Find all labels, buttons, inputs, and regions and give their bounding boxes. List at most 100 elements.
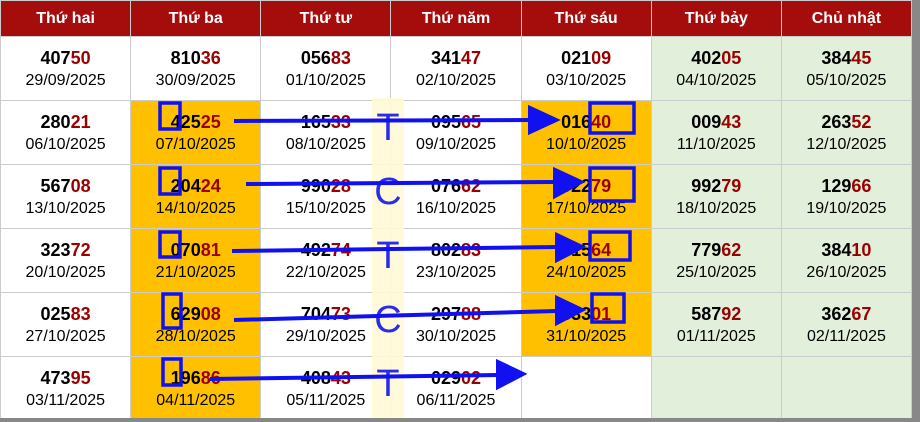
number-head: 025 (40, 303, 71, 324)
number-tail: 83 (330, 47, 351, 68)
number-head: 629 (170, 303, 201, 324)
table-row: 4739503/11/20251968604/11/20254084305/11… (0, 356, 913, 421)
result-cell: 38445 05/10/2025 (780, 36, 913, 101)
result-date: 22/10/2025 (285, 263, 366, 281)
number-tail: 83 (70, 303, 91, 324)
arrow (209, 373, 499, 381)
number-head: 425 (170, 111, 201, 132)
result-date: 06/11/2025 (416, 391, 496, 409)
arrow (245, 180, 556, 186)
number-tail: 24 (200, 175, 221, 196)
result-cell: 2978830/10/2025 (390, 292, 522, 357)
number-tail: 43 (721, 111, 742, 132)
arrow (233, 309, 558, 322)
number-head: 021 (561, 47, 592, 68)
result-number: 32372 (1, 238, 130, 262)
number-tail: 28 (330, 175, 351, 196)
result-cell: 12966 19/10/2025 (780, 164, 913, 229)
number-head: 204 (170, 175, 201, 196)
number-tail: 64 (591, 239, 612, 260)
result-date: 05/10/2025 (806, 71, 887, 89)
annotation-letter: T (372, 98, 404, 162)
number-head: 362 (821, 303, 852, 324)
number-tail: 66 (851, 175, 872, 196)
result-number: 01640 (522, 110, 651, 134)
number-tail: 40 (591, 111, 612, 132)
result-date: 01/11/2025 (676, 327, 756, 345)
result-number: 28021 (1, 110, 130, 134)
result-cell (780, 356, 913, 421)
result-date: 14/10/2025 (155, 199, 236, 217)
result-number: 36267 (782, 302, 911, 326)
number-head: 076 (430, 175, 461, 196)
arrow (231, 245, 558, 253)
number-head: 567 (40, 175, 71, 196)
result-cell: 01640 10/10/2025 (520, 100, 652, 165)
result-number: 05683 (261, 46, 390, 70)
result-number: 42525 (131, 110, 260, 134)
result-cell: 26352 12/10/2025 (780, 100, 913, 165)
result-date: 08/10/2025 (285, 135, 366, 153)
result-number: 40205 (652, 46, 781, 70)
number-head: 056 (300, 47, 331, 68)
result-cell: 1968604/11/2025 (130, 356, 262, 421)
result-date: 30/09/2025 (155, 71, 236, 89)
number-tail: 79 (721, 175, 742, 196)
result-cell: 07662 16/10/2025 (390, 164, 522, 229)
number-tail: 52 (851, 111, 872, 132)
column-header: Chủ nhật (780, 0, 913, 37)
number-head: 341 (430, 47, 461, 68)
window-border (912, 0, 920, 422)
result-cell: 02109 03/10/2025 (520, 36, 652, 101)
highlight-box (158, 101, 182, 131)
table-row: 5670813/10/20252042414/10/20259902815/10… (0, 164, 913, 229)
result-date: 20/10/2025 (25, 263, 106, 281)
result-date: 03/10/2025 (546, 71, 627, 89)
number-tail: 62 (721, 239, 742, 260)
number-tail: 81 (200, 239, 221, 260)
number-tail: 08 (70, 175, 91, 196)
result-number: 40750 (1, 46, 130, 70)
number-head: 070 (170, 239, 201, 260)
result-number: 77962 (652, 238, 781, 262)
highlight-box (590, 292, 626, 324)
result-date: 28/10/2025 (155, 327, 236, 345)
column-header: Thứ sáu (520, 0, 652, 37)
table-row: 2802106/10/20254252507/10/20251653308/10… (0, 100, 913, 165)
number-head: 016 (561, 111, 592, 132)
arrow (233, 118, 531, 123)
number-tail: 08 (200, 303, 221, 324)
result-date: 09/10/2025 (415, 135, 497, 153)
highlight-box (161, 357, 183, 387)
table-row: 32372 20/10/2025 07081 21/10/2025 49274 22/10… (0, 228, 913, 293)
result-date: 30/10/2025 (415, 327, 497, 345)
result-date: 04/10/2025 (676, 71, 757, 89)
number-tail: 72 (70, 239, 91, 260)
number-head: 129 (821, 175, 852, 196)
column-header: Thứ hai (0, 0, 132, 37)
result-date: 13/10/2025 (25, 199, 106, 217)
table-row: 40750 29/09/2025 81036 30/09/2025 05683 01/10… (0, 36, 913, 101)
result-date: 01/10/2025 (285, 71, 366, 89)
result-cell: 3330131/10/2025 (520, 292, 652, 357)
result-cell: 56708 13/10/2025 (0, 164, 132, 229)
result-number: 58792 (652, 302, 781, 326)
annotation-letter: C (372, 162, 404, 226)
result-date: 29/10/2025 (285, 327, 366, 345)
result-number: 12966 (782, 174, 911, 198)
column-header: Thứ bảy (650, 0, 782, 37)
result-cell: 40843 05/11/2025 (260, 356, 392, 421)
highlight-box (588, 166, 636, 203)
result-date: 31/10/2025 (546, 327, 627, 345)
number-tail: 21 (70, 111, 91, 132)
result-cell (650, 356, 782, 421)
number-head: 810 (170, 47, 201, 68)
result-cell: 05683 01/10/2025 (260, 36, 392, 101)
result-date: 29/09/2025 (25, 71, 106, 89)
result-cell: 38410 26/10/2025 (780, 228, 913, 293)
result-cell: 40205 04/10/2025 (650, 36, 782, 101)
number-tail: 01 (591, 303, 612, 324)
result-cell: 00943 11/10/2025 (650, 100, 782, 165)
result-date: 02/11/2025 (806, 327, 886, 345)
